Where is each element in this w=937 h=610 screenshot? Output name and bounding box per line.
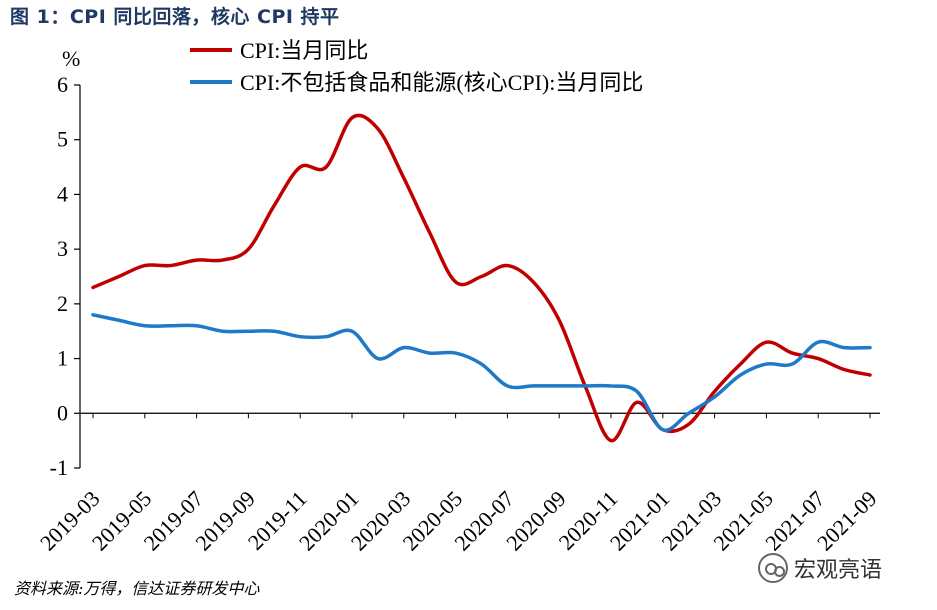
y-tick-label: -1 [50,455,68,480]
y-axis: -1 0 1 2 3 4 5 6 [50,72,81,480]
y-tick-label: 1 [57,346,68,371]
y-axis-unit-label: % [62,46,80,71]
y-tick-label: 6 [57,72,68,97]
series-line-core [91,313,872,432]
y-tick-label: 2 [57,291,68,316]
x-axis: 2019-032019-052019-072019-092019-112020-… [35,412,882,555]
series-line-cpi [91,113,872,443]
watermark-label: 宏观亮语 [794,558,883,583]
figure-title: 图 1：CPI 同比回落，核心 CPI 持平 [10,6,340,28]
legend: CPI:当月同比 CPI:不包括食品和能源(核心CPI):当月同比 [190,38,643,95]
wechat-logo-icon [758,553,788,583]
y-tick-label: 0 [57,400,68,425]
legend-label-core: CPI:不包括食品和能源(核心CPI):当月同比 [240,70,643,95]
watermark: 宏观亮语 [758,552,882,584]
y-tick-label: 4 [57,181,68,206]
y-tick-label: 3 [57,236,68,261]
source-note: 资料来源:万得，信达证券研发中心 [14,579,260,598]
y-tick-label: 5 [57,127,68,152]
legend-label-cpi: CPI:当月同比 [240,38,368,63]
series-layer [91,113,872,443]
